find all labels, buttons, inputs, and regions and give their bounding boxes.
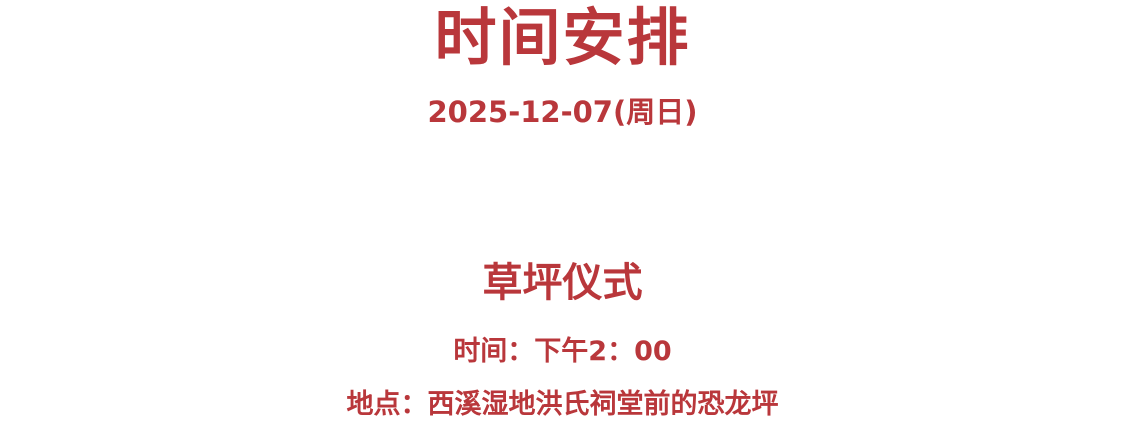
event-time: 时间：下午2：00	[453, 336, 672, 367]
event-date: 2025-12-07(周日)	[427, 95, 698, 129]
event-name: 草坪仪式	[482, 260, 643, 306]
event-location: 地点：西溪湿地洪氏祠堂前的恐龙坪	[346, 389, 779, 420]
page-title: 时间安排	[434, 1, 691, 74]
